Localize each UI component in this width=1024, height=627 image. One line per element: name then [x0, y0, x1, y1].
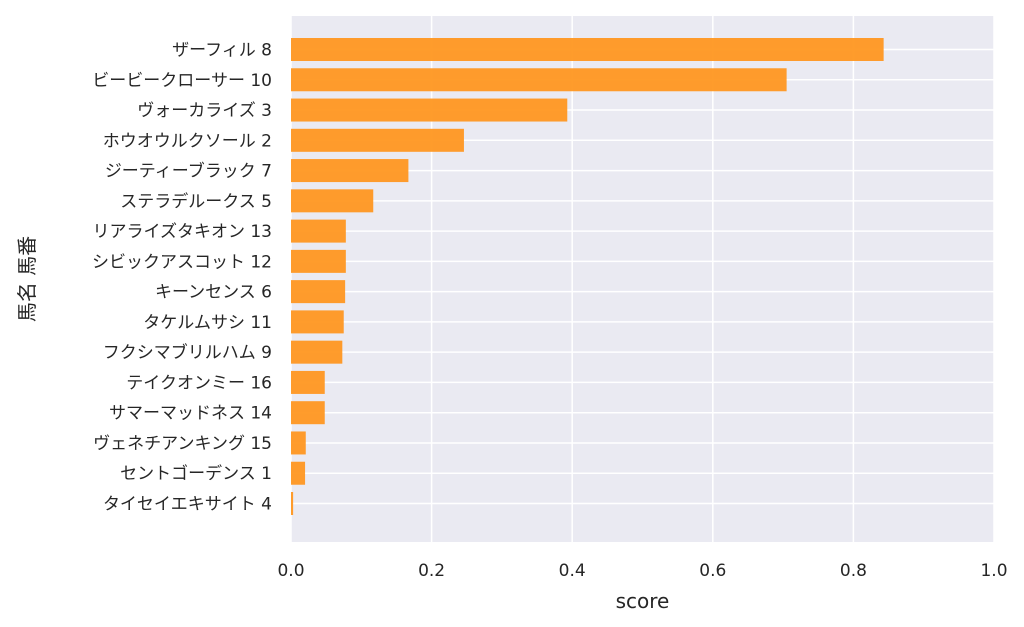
bar-7	[291, 249, 346, 273]
bar-6	[291, 219, 346, 243]
y-tick-label-13: ヴェネチアンキング 15	[93, 434, 272, 454]
y-tick-label-14: セントゴーデンス 1	[120, 463, 272, 484]
bars	[291, 38, 884, 515]
bar-8	[291, 280, 346, 304]
y-tick-label-7: シビックアスコット 12	[92, 252, 272, 272]
y-tick-label-10: フクシマブリルハム 9	[103, 342, 272, 363]
x-tick-label-3: 0.6	[699, 561, 726, 581]
bar-3	[291, 128, 464, 152]
x-tick-label-0: 0.0	[277, 561, 304, 581]
bar-10	[291, 340, 343, 364]
bar-0	[291, 38, 884, 61]
y-tick-label-3: ホウオウルクソール 2	[103, 131, 272, 151]
bar-2	[291, 98, 568, 122]
plot-background	[291, 16, 994, 542]
x-tick-label-5: 1.0	[980, 561, 1007, 581]
y-tick-label-15: タイセイエキサイト 4	[103, 495, 272, 515]
y-tick-labels: ザーフィル 8 ビービークローサー 10 ヴォーカライズ 3 ホウオウルクソール 2 ジ…	[92, 41, 272, 515]
x-tick-label-1: 0.2	[418, 561, 445, 581]
bar-12	[291, 401, 325, 425]
y-tick-label-12: サマーマッドネス 14	[109, 404, 272, 424]
y-tick-label-2: ヴォーカライズ 3	[137, 101, 272, 121]
y-tick-label-0: ザーフィル 8	[172, 41, 272, 61]
bar-4	[291, 159, 409, 183]
bar-1	[291, 68, 787, 92]
y-tick-label-5: ステラデルークス 5	[120, 191, 272, 212]
bar-11	[291, 370, 325, 394]
bar-9	[291, 310, 344, 334]
x-axis-label: score	[616, 589, 670, 613]
bar-13	[291, 431, 306, 455]
y-tick-label-6: リアライズタキオン 13	[92, 222, 272, 242]
bar-15	[291, 492, 294, 515]
x-tick-labels: 0.0 0.2 0.4 0.6 0.8 1.0	[277, 561, 1007, 581]
y-tick-label-8: キーンセンス 6	[155, 283, 272, 303]
bar-5	[291, 189, 374, 213]
bar-14	[291, 461, 306, 485]
x-tick-label-2: 0.4	[559, 561, 586, 581]
y-tick-label-1: ビービークローサー 10	[92, 71, 272, 91]
y-tick-label-4: ジーティーブラック 7	[105, 161, 272, 182]
y-axis-label: 馬名 馬番	[15, 236, 39, 322]
x-tick-label-4: 0.8	[840, 561, 867, 581]
y-tick-label-9: タケルムサシ 11	[143, 313, 272, 333]
y-tick-label-11: テイクオンミー 16	[126, 373, 272, 393]
